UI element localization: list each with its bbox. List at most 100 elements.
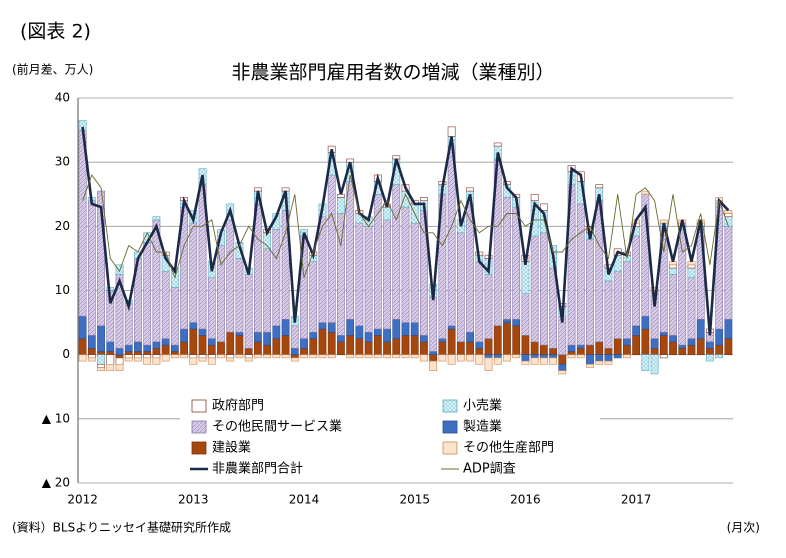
bar-segment <box>604 360 613 365</box>
legend-swatch <box>442 399 458 413</box>
bar-segment <box>456 341 465 355</box>
bar-segment <box>503 197 511 320</box>
bar-segment <box>217 354 225 359</box>
bar-segment <box>300 347 308 355</box>
bar-segment <box>253 187 262 192</box>
bar-segment <box>383 354 391 359</box>
bar-segment <box>78 315 87 339</box>
source: (資料）BLSよりニッセイ基礎研究所作成 <box>12 520 231 535</box>
bar-segment <box>567 351 576 355</box>
legend-label: 小売業 <box>463 398 502 414</box>
bar-segment <box>97 351 105 355</box>
legend-swatch <box>442 420 458 434</box>
bar-segment <box>650 338 659 349</box>
bar-segment <box>217 245 225 343</box>
bar-segment <box>170 286 179 346</box>
bar-segment <box>355 222 364 327</box>
bar-segment <box>290 357 299 362</box>
bar-segment <box>558 363 567 372</box>
bar-segment <box>456 232 465 343</box>
bar-segment <box>87 354 96 359</box>
bar-segment <box>217 341 225 355</box>
bar-segment <box>641 315 650 330</box>
bar-segment <box>466 341 474 355</box>
bar-segment <box>152 357 161 365</box>
bar-segment <box>669 264 677 269</box>
bar-segment <box>244 354 253 359</box>
bar-segment <box>484 338 493 355</box>
bar-segment <box>124 354 133 359</box>
bar-segment <box>78 354 87 362</box>
bar-segment <box>595 341 604 355</box>
bar-segment <box>180 341 188 355</box>
bar-segment <box>632 235 641 327</box>
bar-segment <box>687 338 696 346</box>
bar-segment <box>143 344 152 352</box>
bar-segment <box>106 341 115 352</box>
bar-segment <box>724 226 733 320</box>
bar-segment <box>539 232 548 346</box>
bar-segment <box>475 347 484 355</box>
bar-segment <box>337 341 345 355</box>
bar-segment <box>549 347 558 355</box>
bar-segment <box>235 354 244 359</box>
bar-segment <box>189 354 198 359</box>
bar-segment <box>244 347 253 355</box>
bar-segment <box>263 248 272 333</box>
bar-segment <box>337 335 345 343</box>
bar-segment <box>364 341 373 355</box>
bar-segment <box>503 319 511 323</box>
bar-segment <box>290 347 299 355</box>
bar-segment <box>198 328 207 336</box>
bar-segment <box>475 261 484 343</box>
bar-segment <box>456 354 465 362</box>
y-tick-label: 0 <box>62 347 70 361</box>
bar-segment <box>106 354 115 365</box>
bar-segment <box>641 328 650 355</box>
bar-segment <box>567 354 576 359</box>
bar-segment <box>309 338 318 355</box>
bar-segment <box>632 325 641 336</box>
bar-segment <box>715 328 724 346</box>
bar-segment <box>576 347 585 355</box>
chart-title: 非農業部門雇用者数の増減（業種別） <box>231 62 554 84</box>
bar-segment <box>170 354 179 359</box>
bar-segment <box>281 335 290 355</box>
bar-segment <box>134 341 142 352</box>
bar-segment <box>373 328 382 336</box>
bar-segment <box>650 354 659 375</box>
bar-segment <box>355 354 364 359</box>
y-tick-label: ▲ 10 <box>42 411 70 425</box>
bar-segment <box>143 354 152 359</box>
bar-segment <box>244 274 253 349</box>
bar-segment <box>687 277 696 339</box>
bar-segment <box>567 344 576 352</box>
bar-segment <box>669 335 677 343</box>
bar-segment <box>420 341 428 355</box>
legend-label: ADP調査 <box>463 462 516 477</box>
bar-segment <box>586 354 594 365</box>
legend-label: その他生産部門 <box>463 440 554 456</box>
legend-swatch <box>191 420 207 434</box>
bar-segment <box>539 344 548 355</box>
bar-segment <box>281 187 290 192</box>
bar-segment <box>410 354 419 359</box>
bar-segment <box>632 335 641 355</box>
bar-segment <box>715 354 724 359</box>
bar-segment <box>539 357 548 365</box>
y-tick-label: 20 <box>55 219 70 233</box>
bar-segment <box>244 357 253 362</box>
bar-segment <box>678 347 687 355</box>
bar-segment <box>724 209 733 214</box>
bar-segment <box>198 354 207 359</box>
bar-segment <box>373 193 382 330</box>
bar-segment <box>364 226 373 333</box>
x-tick-label: 2015 <box>399 493 430 507</box>
bar-segment <box>124 344 133 352</box>
legend-label: 製造業 <box>463 419 502 435</box>
bar-segment <box>687 264 696 269</box>
bar-segment <box>373 354 382 359</box>
bar-segment <box>207 354 216 359</box>
bar-segment <box>512 325 521 355</box>
bar-segment <box>558 370 567 375</box>
